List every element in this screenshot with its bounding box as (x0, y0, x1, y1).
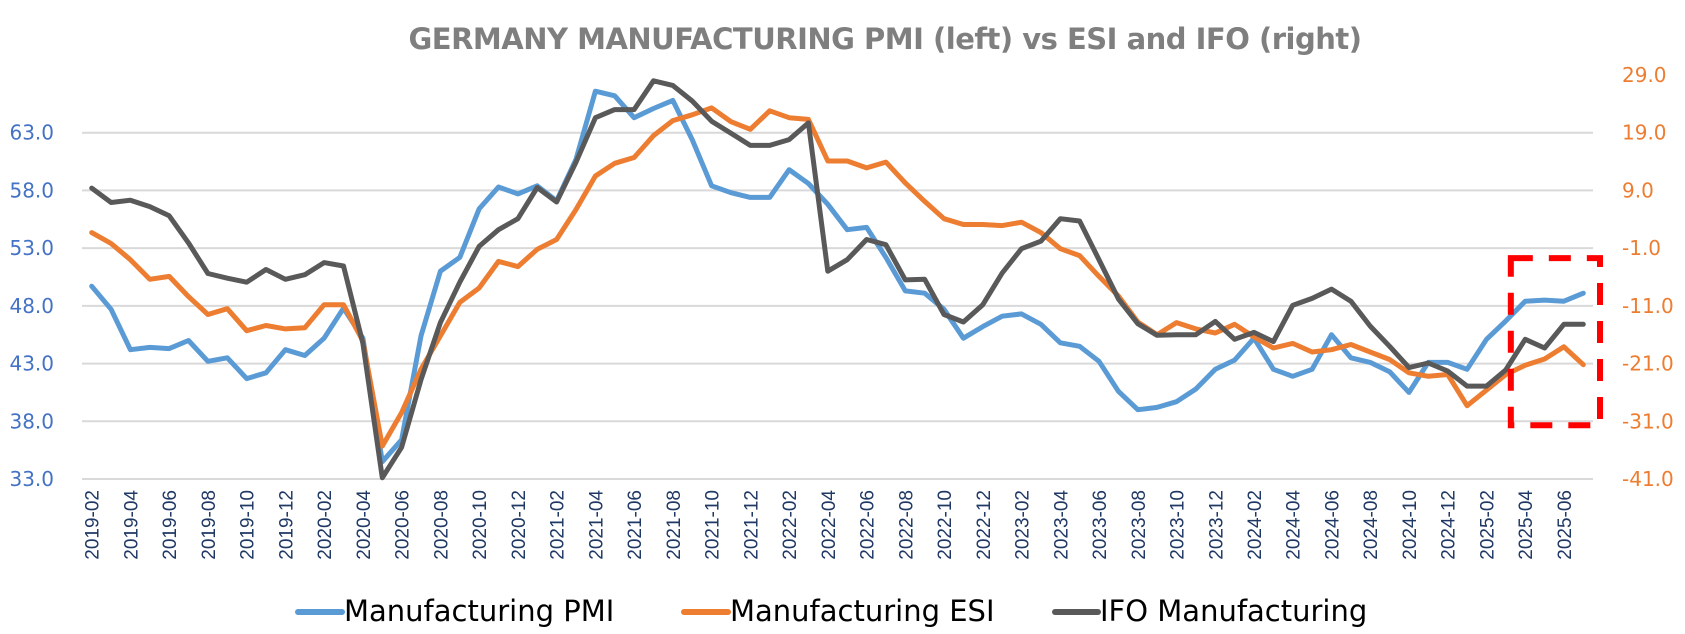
x-tick-label: 2020-02 (315, 490, 336, 560)
y-axis-left: 33.0 38.0 43.0 48.0 53.0 58.0 63.0 (9, 121, 54, 491)
y-right-tick-label: -21.0 (1622, 352, 1674, 376)
y-left-tick-label: 58.0 (9, 178, 54, 202)
x-tick-label: 2021-10 (703, 490, 724, 560)
legend-item-pmi[interactable]: Manufacturing PMI (295, 594, 614, 628)
x-tick-label: 2021-12 (741, 490, 762, 560)
x-tick-label: 2021-04 (586, 490, 607, 560)
x-tick-label: 2021-06 (625, 490, 646, 560)
gridlines (82, 131, 1593, 480)
y-right-tick-label: 9.0 (1622, 178, 1654, 202)
y-left-tick-label: 63.0 (9, 121, 54, 145)
series-line-manufacturing-pmi (89, 88, 1586, 465)
legend-label-esi: Manufacturing ESI (730, 594, 995, 628)
chart-title: GERMANY MANUFACTURING PMI (left) vs ESI … (408, 22, 1361, 56)
x-tick-label: 2022-12 (974, 490, 995, 560)
x-tick-label: 2023-12 (1206, 490, 1227, 560)
legend-item-ifo[interactable]: IFO Manufacturing (1052, 594, 1367, 628)
y-left-tick-label: 33.0 (9, 467, 54, 491)
y-left-tick-label: 53.0 (9, 236, 54, 260)
x-tick-label: 2022-08 (896, 490, 917, 560)
series-lines (89, 78, 1586, 481)
x-tick-label: 2024-04 (1284, 490, 1305, 560)
x-tick-label: 2019-06 (160, 490, 181, 560)
legend-label-ifo: IFO Manufacturing (1100, 594, 1367, 628)
legend-item-esi[interactable]: Manufacturing ESI (681, 594, 995, 628)
x-tick-label: 2019-08 (199, 490, 220, 560)
x-tick-label: 2024-06 (1322, 490, 1343, 560)
x-tick-label: 2024-10 (1400, 490, 1421, 560)
x-tick-label: 2019-04 (121, 490, 142, 560)
y-left-tick-label: 43.0 (9, 352, 54, 376)
y-right-tick-label: 19.0 (1622, 121, 1667, 145)
x-tick-label: 2025-02 (1477, 490, 1498, 560)
x-tick-label: 2022-04 (819, 490, 840, 560)
x-tick-label: 2025-06 (1555, 490, 1576, 560)
x-tick-label: 2024-02 (1245, 490, 1266, 560)
y-right-tick-label: -11.0 (1622, 294, 1674, 318)
x-tick-label: 2021-08 (664, 490, 685, 560)
y-axis-right: -41.0 -31.0 -21.0 -11.0 -1.0 9.0 19.0 29.0 (1622, 63, 1674, 491)
x-tick-label: 2020-10 (470, 490, 491, 560)
x-tick-label: 2019-12 (276, 490, 297, 560)
y-right-tick-label: 29.0 (1622, 63, 1667, 87)
y-right-tick-label: -1.0 (1622, 236, 1661, 260)
x-tick-label: 2019-10 (238, 490, 259, 560)
x-tick-label: 2023-02 (1013, 490, 1034, 560)
annotations (1507, 255, 1603, 429)
x-tick-label: 2021-02 (548, 490, 569, 560)
x-tick-label: 2019-02 (83, 490, 104, 560)
x-tick-label: 2020-12 (509, 490, 530, 560)
y-right-tick-label: -31.0 (1622, 409, 1674, 433)
x-tick-label: 2020-06 (393, 490, 414, 560)
x-tick-label: 2020-04 (354, 490, 375, 560)
x-tick-label: 2024-12 (1439, 490, 1460, 560)
x-axis: 2019-02 2019-04 2019-06 2019-08 2019-10 2019-… (83, 490, 1576, 560)
x-tick-label: 2023-04 (1051, 490, 1072, 560)
x-tick-label: 2020-08 (431, 490, 452, 560)
x-tick-label: 2023-06 (1090, 490, 1111, 560)
x-tick-label: 2023-08 (1129, 490, 1150, 560)
x-tick-label: 2022-02 (780, 490, 801, 560)
legend-label-pmi: Manufacturing PMI (344, 594, 614, 628)
series-line-ifo-manufacturing (89, 78, 1586, 481)
x-tick-label: 2024-08 (1361, 490, 1382, 560)
x-tick-label: 2022-06 (858, 490, 879, 560)
x-tick-label: 2023-10 (1168, 490, 1189, 560)
y-left-tick-label: 38.0 (9, 409, 54, 433)
series-line-manufacturing-esi (89, 105, 1586, 449)
legend: Manufacturing PMI Manufacturing ESI IFO … (295, 594, 1367, 628)
x-tick-label: 2025-04 (1516, 490, 1537, 560)
y-right-tick-label: -41.0 (1622, 467, 1674, 491)
x-tick-label: 2022-10 (935, 490, 956, 560)
highlight-dashed-box (1507, 255, 1603, 429)
y-left-tick-label: 48.0 (9, 294, 54, 318)
